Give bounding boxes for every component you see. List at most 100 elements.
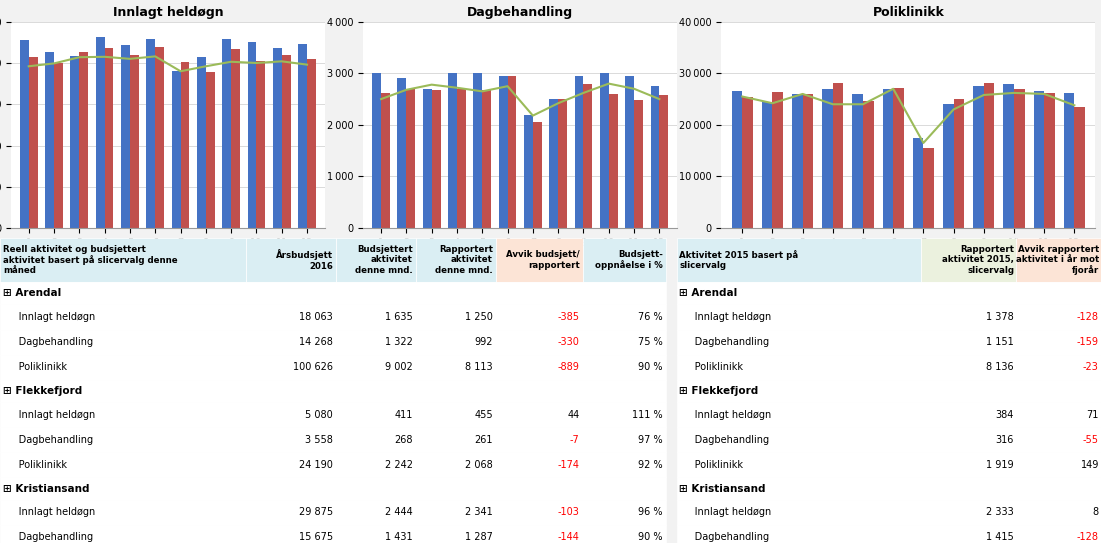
Bar: [298, 45, 307, 228]
Bar: [984, 83, 994, 228]
Bar: [337, 238, 416, 282]
Bar: [96, 37, 105, 228]
Bar: [231, 49, 240, 228]
Text: Dagbehandling: Dagbehandling: [3, 337, 94, 347]
Text: ⊞ Arendal: ⊞ Arendal: [3, 288, 62, 298]
Text: 455: 455: [475, 409, 493, 420]
Text: 2 444: 2 444: [385, 507, 413, 517]
Text: Innlagt heldøgn: Innlagt heldøgn: [3, 507, 96, 517]
Bar: [584, 84, 592, 228]
Bar: [423, 89, 432, 228]
Text: 2 242: 2 242: [385, 460, 413, 470]
Text: 1 431: 1 431: [385, 532, 413, 542]
Bar: [625, 76, 634, 228]
Text: 29 875: 29 875: [299, 507, 333, 517]
Bar: [549, 99, 558, 228]
Text: Dagbehandling: Dagbehandling: [679, 337, 770, 347]
Text: 44: 44: [567, 409, 579, 420]
Bar: [222, 39, 231, 228]
Text: 2 068: 2 068: [465, 460, 493, 470]
Bar: [659, 95, 668, 228]
Text: 1 287: 1 287: [465, 532, 493, 542]
Text: -144: -144: [557, 532, 579, 542]
Text: 90 %: 90 %: [639, 532, 663, 542]
Text: -23: -23: [1083, 362, 1099, 372]
Bar: [146, 39, 155, 228]
Text: -55: -55: [1083, 435, 1099, 445]
Text: Innlagt heldøgn: Innlagt heldøgn: [3, 409, 96, 420]
Bar: [803, 94, 814, 228]
Bar: [54, 63, 63, 228]
Bar: [497, 238, 582, 282]
Bar: [533, 122, 542, 228]
Bar: [1044, 93, 1055, 228]
Bar: [893, 88, 904, 228]
Bar: [1003, 84, 1014, 228]
Text: Innlagt heldøgn: Innlagt heldøgn: [3, 312, 96, 322]
Text: Aktivitet 2015 basert på
slicervalg: Aktivitet 2015 basert på slicervalg: [679, 250, 798, 270]
Bar: [0, 452, 666, 477]
Bar: [105, 48, 113, 228]
Text: 1 151: 1 151: [986, 337, 1014, 347]
Text: 2 333: 2 333: [986, 507, 1014, 517]
Text: -330: -330: [557, 337, 579, 347]
Text: 90 %: 90 %: [639, 362, 663, 372]
Bar: [0, 402, 666, 427]
Bar: [499, 76, 508, 228]
Text: 2 341: 2 341: [465, 507, 493, 517]
Bar: [155, 47, 164, 228]
Bar: [575, 76, 584, 228]
Text: 14 268: 14 268: [299, 337, 333, 347]
Bar: [406, 89, 415, 228]
Text: Dagbehandling: Dagbehandling: [679, 532, 770, 542]
Text: Poliklinikk: Poliklinikk: [679, 362, 743, 372]
Text: ⊞ Flekkefjord: ⊞ Flekkefjord: [3, 386, 83, 396]
Text: 1 378: 1 378: [986, 312, 1014, 322]
Text: 1 635: 1 635: [385, 312, 413, 322]
Bar: [677, 452, 1101, 477]
Bar: [307, 59, 316, 228]
Text: Årsbudsjett
2016: Årsbudsjett 2016: [276, 249, 333, 270]
Text: Budsjettert
aktivitet
denne mnd.: Budsjettert aktivitet denne mnd.: [356, 245, 413, 275]
Bar: [248, 42, 257, 228]
Bar: [863, 101, 873, 228]
Bar: [677, 525, 1101, 543]
Bar: [852, 94, 863, 228]
Text: Avvik budsjett/
rapportert: Avvik budsjett/ rapportert: [505, 250, 579, 270]
Text: 1 415: 1 415: [986, 532, 1014, 542]
Text: 1 250: 1 250: [465, 312, 493, 322]
Bar: [457, 89, 466, 228]
Bar: [0, 355, 666, 380]
Bar: [482, 90, 491, 228]
Text: 15 675: 15 675: [299, 532, 333, 542]
Bar: [416, 238, 497, 282]
Text: 75 %: 75 %: [637, 337, 663, 347]
Text: -128: -128: [1077, 532, 1099, 542]
Text: Innlagt heldøgn: Innlagt heldøgn: [679, 409, 772, 420]
Bar: [913, 138, 924, 228]
Bar: [524, 115, 533, 228]
Text: Budsjett-
oppnåelse i %: Budsjett- oppnåelse i %: [595, 250, 663, 270]
Text: Reell aktivitet og budsjettert
aktivitet basert på slicervalg denne
måned: Reell aktivitet og budsjettert aktivitet…: [3, 244, 178, 275]
Bar: [677, 477, 1101, 500]
Bar: [0, 282, 666, 305]
Bar: [508, 76, 516, 228]
Bar: [973, 86, 984, 228]
Text: Dagbehandling: Dagbehandling: [3, 532, 94, 542]
Text: 71: 71: [1087, 409, 1099, 420]
Bar: [762, 102, 773, 228]
Text: ⊞ Flekkefjord: ⊞ Flekkefjord: [679, 386, 759, 396]
Bar: [920, 238, 1016, 282]
Bar: [1016, 238, 1101, 282]
Bar: [0, 477, 666, 500]
Bar: [832, 83, 843, 228]
Bar: [0, 330, 666, 355]
Bar: [677, 238, 920, 282]
Bar: [582, 238, 666, 282]
Text: 97 %: 97 %: [639, 435, 663, 445]
Bar: [677, 355, 1101, 380]
Bar: [130, 55, 139, 228]
Text: -7: -7: [569, 435, 579, 445]
Text: Innlagt heldøgn: Innlagt heldøgn: [679, 507, 772, 517]
Bar: [381, 93, 390, 228]
